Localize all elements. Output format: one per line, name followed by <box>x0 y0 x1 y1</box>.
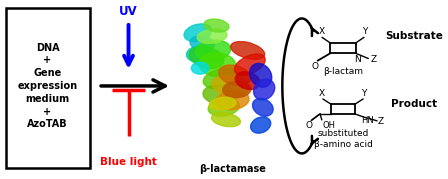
Text: UV: UV <box>119 5 138 18</box>
Text: β-lactamase: β-lactamase <box>199 164 266 173</box>
Ellipse shape <box>231 42 265 59</box>
Ellipse shape <box>184 24 211 41</box>
Ellipse shape <box>211 113 241 127</box>
Ellipse shape <box>208 98 240 116</box>
Text: DNA
+
Gene
expression
medium
+
AzoTAB: DNA + Gene expression medium + AzoTAB <box>17 43 78 129</box>
Ellipse shape <box>212 76 249 96</box>
Ellipse shape <box>204 19 229 32</box>
Ellipse shape <box>209 97 236 110</box>
Text: substituted
β-amino acid: substituted β-amino acid <box>314 129 372 149</box>
Text: X: X <box>318 27 324 36</box>
Ellipse shape <box>235 72 260 90</box>
Text: Z: Z <box>378 117 384 126</box>
Text: X: X <box>319 89 325 98</box>
Ellipse shape <box>203 85 236 105</box>
Ellipse shape <box>254 79 275 100</box>
Text: β-lactam: β-lactam <box>323 67 363 76</box>
Ellipse shape <box>253 98 273 116</box>
Ellipse shape <box>223 81 251 98</box>
Text: Z: Z <box>370 55 376 64</box>
Text: Blue light: Blue light <box>100 157 157 167</box>
Ellipse shape <box>199 53 236 77</box>
FancyBboxPatch shape <box>6 8 90 168</box>
Text: Product: Product <box>392 99 438 109</box>
Ellipse shape <box>190 36 214 51</box>
Ellipse shape <box>216 91 249 110</box>
Ellipse shape <box>219 65 251 86</box>
Ellipse shape <box>234 54 265 75</box>
Ellipse shape <box>197 29 227 43</box>
Ellipse shape <box>250 117 271 133</box>
Text: Substrate: Substrate <box>386 31 444 41</box>
Text: OH: OH <box>323 121 336 130</box>
Ellipse shape <box>191 62 209 74</box>
Ellipse shape <box>250 63 272 87</box>
Text: N: N <box>354 55 361 64</box>
Ellipse shape <box>186 46 212 62</box>
Text: O: O <box>305 121 312 130</box>
Text: Y: Y <box>361 89 366 98</box>
Ellipse shape <box>203 69 240 89</box>
Ellipse shape <box>190 47 224 69</box>
Ellipse shape <box>195 40 231 61</box>
Text: HN: HN <box>361 117 374 125</box>
Text: O: O <box>312 62 319 71</box>
Text: Y: Y <box>362 27 367 36</box>
